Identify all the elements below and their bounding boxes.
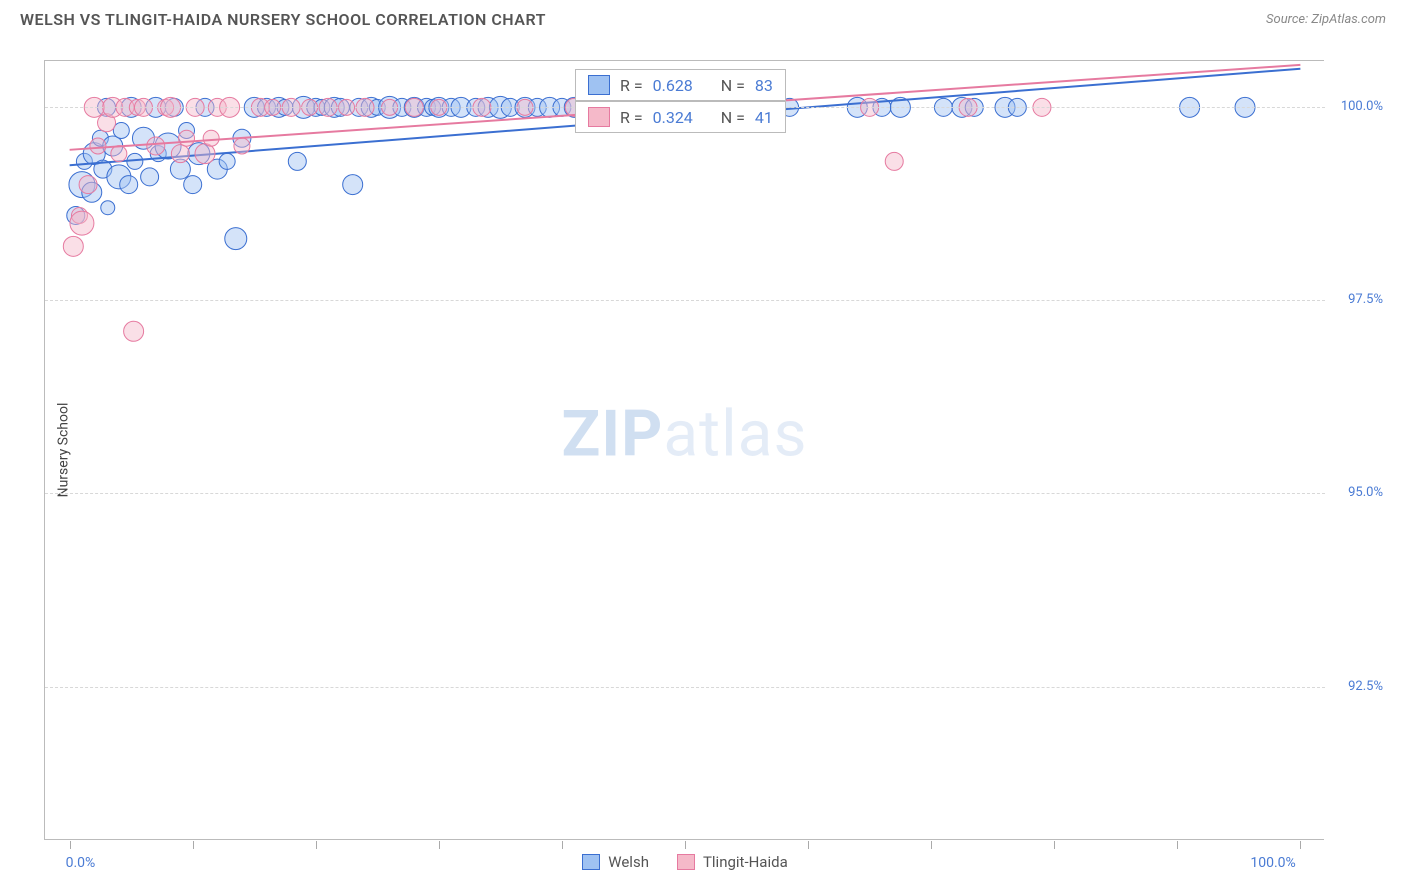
legend-swatch <box>677 854 695 870</box>
stats-n-value: 83 <box>755 76 773 95</box>
x-tick <box>808 841 809 849</box>
y-tick-label: 92.5% <box>1329 679 1383 694</box>
x-tick <box>439 841 440 849</box>
scatter-point <box>179 130 195 146</box>
scatter-point <box>184 176 202 194</box>
chart-area: Nursery School ZIPatlas 92.5%95.0%97.5%1… <box>44 60 1384 840</box>
bottom-legend: Welsh Tlingit-Haida <box>45 853 1325 871</box>
scatter-point <box>203 130 219 146</box>
legend-swatch <box>588 75 610 95</box>
stats-r-value: 0.628 <box>653 76 693 95</box>
legend-swatch <box>588 107 610 127</box>
legend-label: Tlingit-Haida <box>703 853 788 871</box>
gridline-h <box>45 300 1325 301</box>
scatter-point <box>63 236 83 256</box>
scatter-point <box>171 145 189 163</box>
stats-r-label: R = <box>620 108 643 127</box>
stats-r-label: R = <box>620 76 643 95</box>
scatter-point <box>225 228 247 250</box>
scatter-point <box>234 138 250 154</box>
chart-title: WELSH VS TLINGIT-HAIDA NURSERY SCHOOL CO… <box>20 10 546 29</box>
y-tick-label: 97.5% <box>1329 292 1383 307</box>
scatter-point <box>343 175 363 195</box>
stats-r-value: 0.324 <box>653 108 693 127</box>
legend-item: Welsh <box>582 853 649 871</box>
scatter-point <box>288 152 306 170</box>
y-tick-label: 95.0% <box>1329 485 1383 500</box>
gridline-h <box>45 493 1325 494</box>
legend-swatch <box>582 854 600 870</box>
scatter-point <box>90 138 106 154</box>
scatter-point <box>70 211 94 235</box>
scatter-point <box>219 153 235 169</box>
scatter-point <box>147 137 165 155</box>
gridline-h <box>45 687 1325 688</box>
x-tick <box>685 841 686 849</box>
x-tick <box>562 841 563 849</box>
stats-box: R = 0.324 N = 41 <box>575 101 786 133</box>
x-tick <box>1177 841 1178 849</box>
scatter-point <box>79 176 97 194</box>
legend-label: Welsh <box>608 853 649 871</box>
legend-item: Tlingit-Haida <box>677 853 788 871</box>
scatter-svg <box>45 61 1325 841</box>
scatter-point <box>101 201 115 215</box>
x-tick <box>1300 841 1301 849</box>
stats-box: R = 0.628 N = 83 <box>575 69 786 101</box>
x-tick <box>70 841 71 849</box>
stats-n-label: N = <box>721 108 745 127</box>
stats-n-value: 41 <box>755 108 773 127</box>
x-tick <box>193 841 194 849</box>
scatter-point <box>141 168 159 186</box>
scatter-point <box>885 152 903 170</box>
x-tick <box>316 841 317 849</box>
x-tick <box>931 841 932 849</box>
stats-n-label: N = <box>721 76 745 95</box>
scatter-point <box>111 146 127 162</box>
chart-source: Source: ZipAtlas.com <box>1266 12 1386 27</box>
x-tick <box>1054 841 1055 849</box>
y-tick-label: 100.0% <box>1329 99 1383 114</box>
chart-header: WELSH VS TLINGIT-HAIDA NURSERY SCHOOL CO… <box>0 0 1406 35</box>
scatter-point <box>124 321 144 341</box>
scatter-point <box>120 176 138 194</box>
plot-area: ZIPatlas 92.5%95.0%97.5%100.0%0.0%100.0%… <box>44 60 1324 840</box>
